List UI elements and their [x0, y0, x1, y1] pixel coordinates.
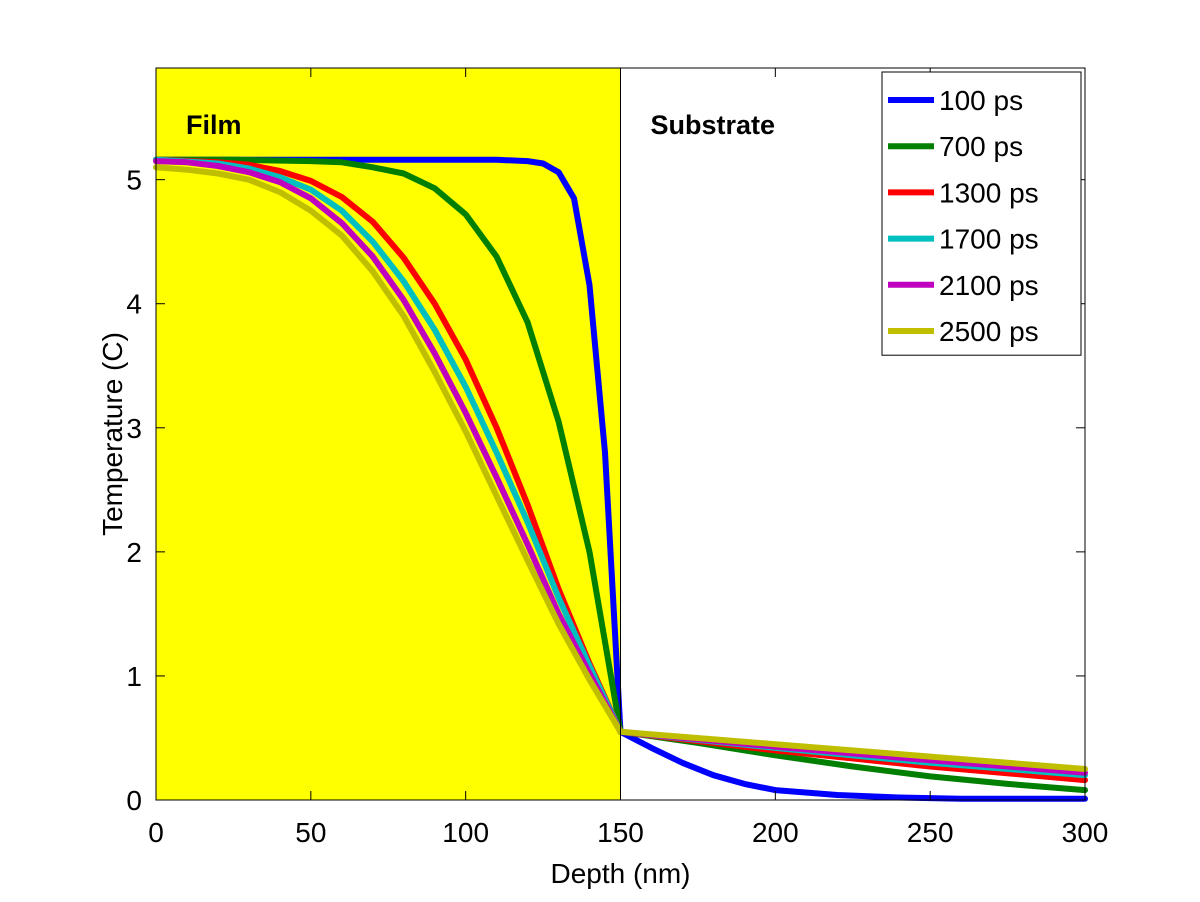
x-tick-label: 100 [442, 817, 489, 848]
x-tick-label: 50 [295, 817, 326, 848]
legend-label: 2500 ps [939, 316, 1039, 347]
legend-label: 1700 ps [939, 224, 1039, 255]
region-label-film: Film [186, 110, 242, 140]
x-axis-label: Depth (nm) [550, 858, 690, 889]
region-labels: Film Substrate [186, 110, 775, 140]
y-tick-label: 5 [126, 165, 142, 196]
y-tick-label: 0 [126, 785, 142, 816]
legend-label: 1300 ps [939, 177, 1039, 208]
legend-label: 700 ps [939, 131, 1023, 162]
legend: 100 ps 700 ps 1300 ps 1700 ps 2100 ps 2500 ps [881, 71, 1082, 356]
y-tick-label: 3 [126, 413, 142, 444]
legend-box [881, 71, 1082, 356]
series-line-700-ps [153, 156, 1088, 794]
y-tick-label: 1 [126, 661, 142, 692]
x-tick-label: 150 [597, 817, 644, 848]
region-film [156, 68, 621, 800]
x-tick-label: 300 [1062, 817, 1109, 848]
legend-label: 2100 ps [939, 270, 1039, 301]
y-tick-label: 4 [126, 289, 142, 320]
x-tick-label: 250 [907, 817, 954, 848]
x-tick-label: 0 [148, 817, 164, 848]
x-tick-label: 200 [752, 817, 799, 848]
y-axis-label: Temperature (C) [97, 332, 128, 536]
region-label-substrate: Substrate [651, 110, 776, 140]
axis-ticks: 0 50 100 150 200 250 300 0 1 2 3 4 5 [126, 68, 1108, 848]
y-tick-label: 2 [126, 537, 142, 568]
legend-label: 100 ps [939, 85, 1023, 116]
